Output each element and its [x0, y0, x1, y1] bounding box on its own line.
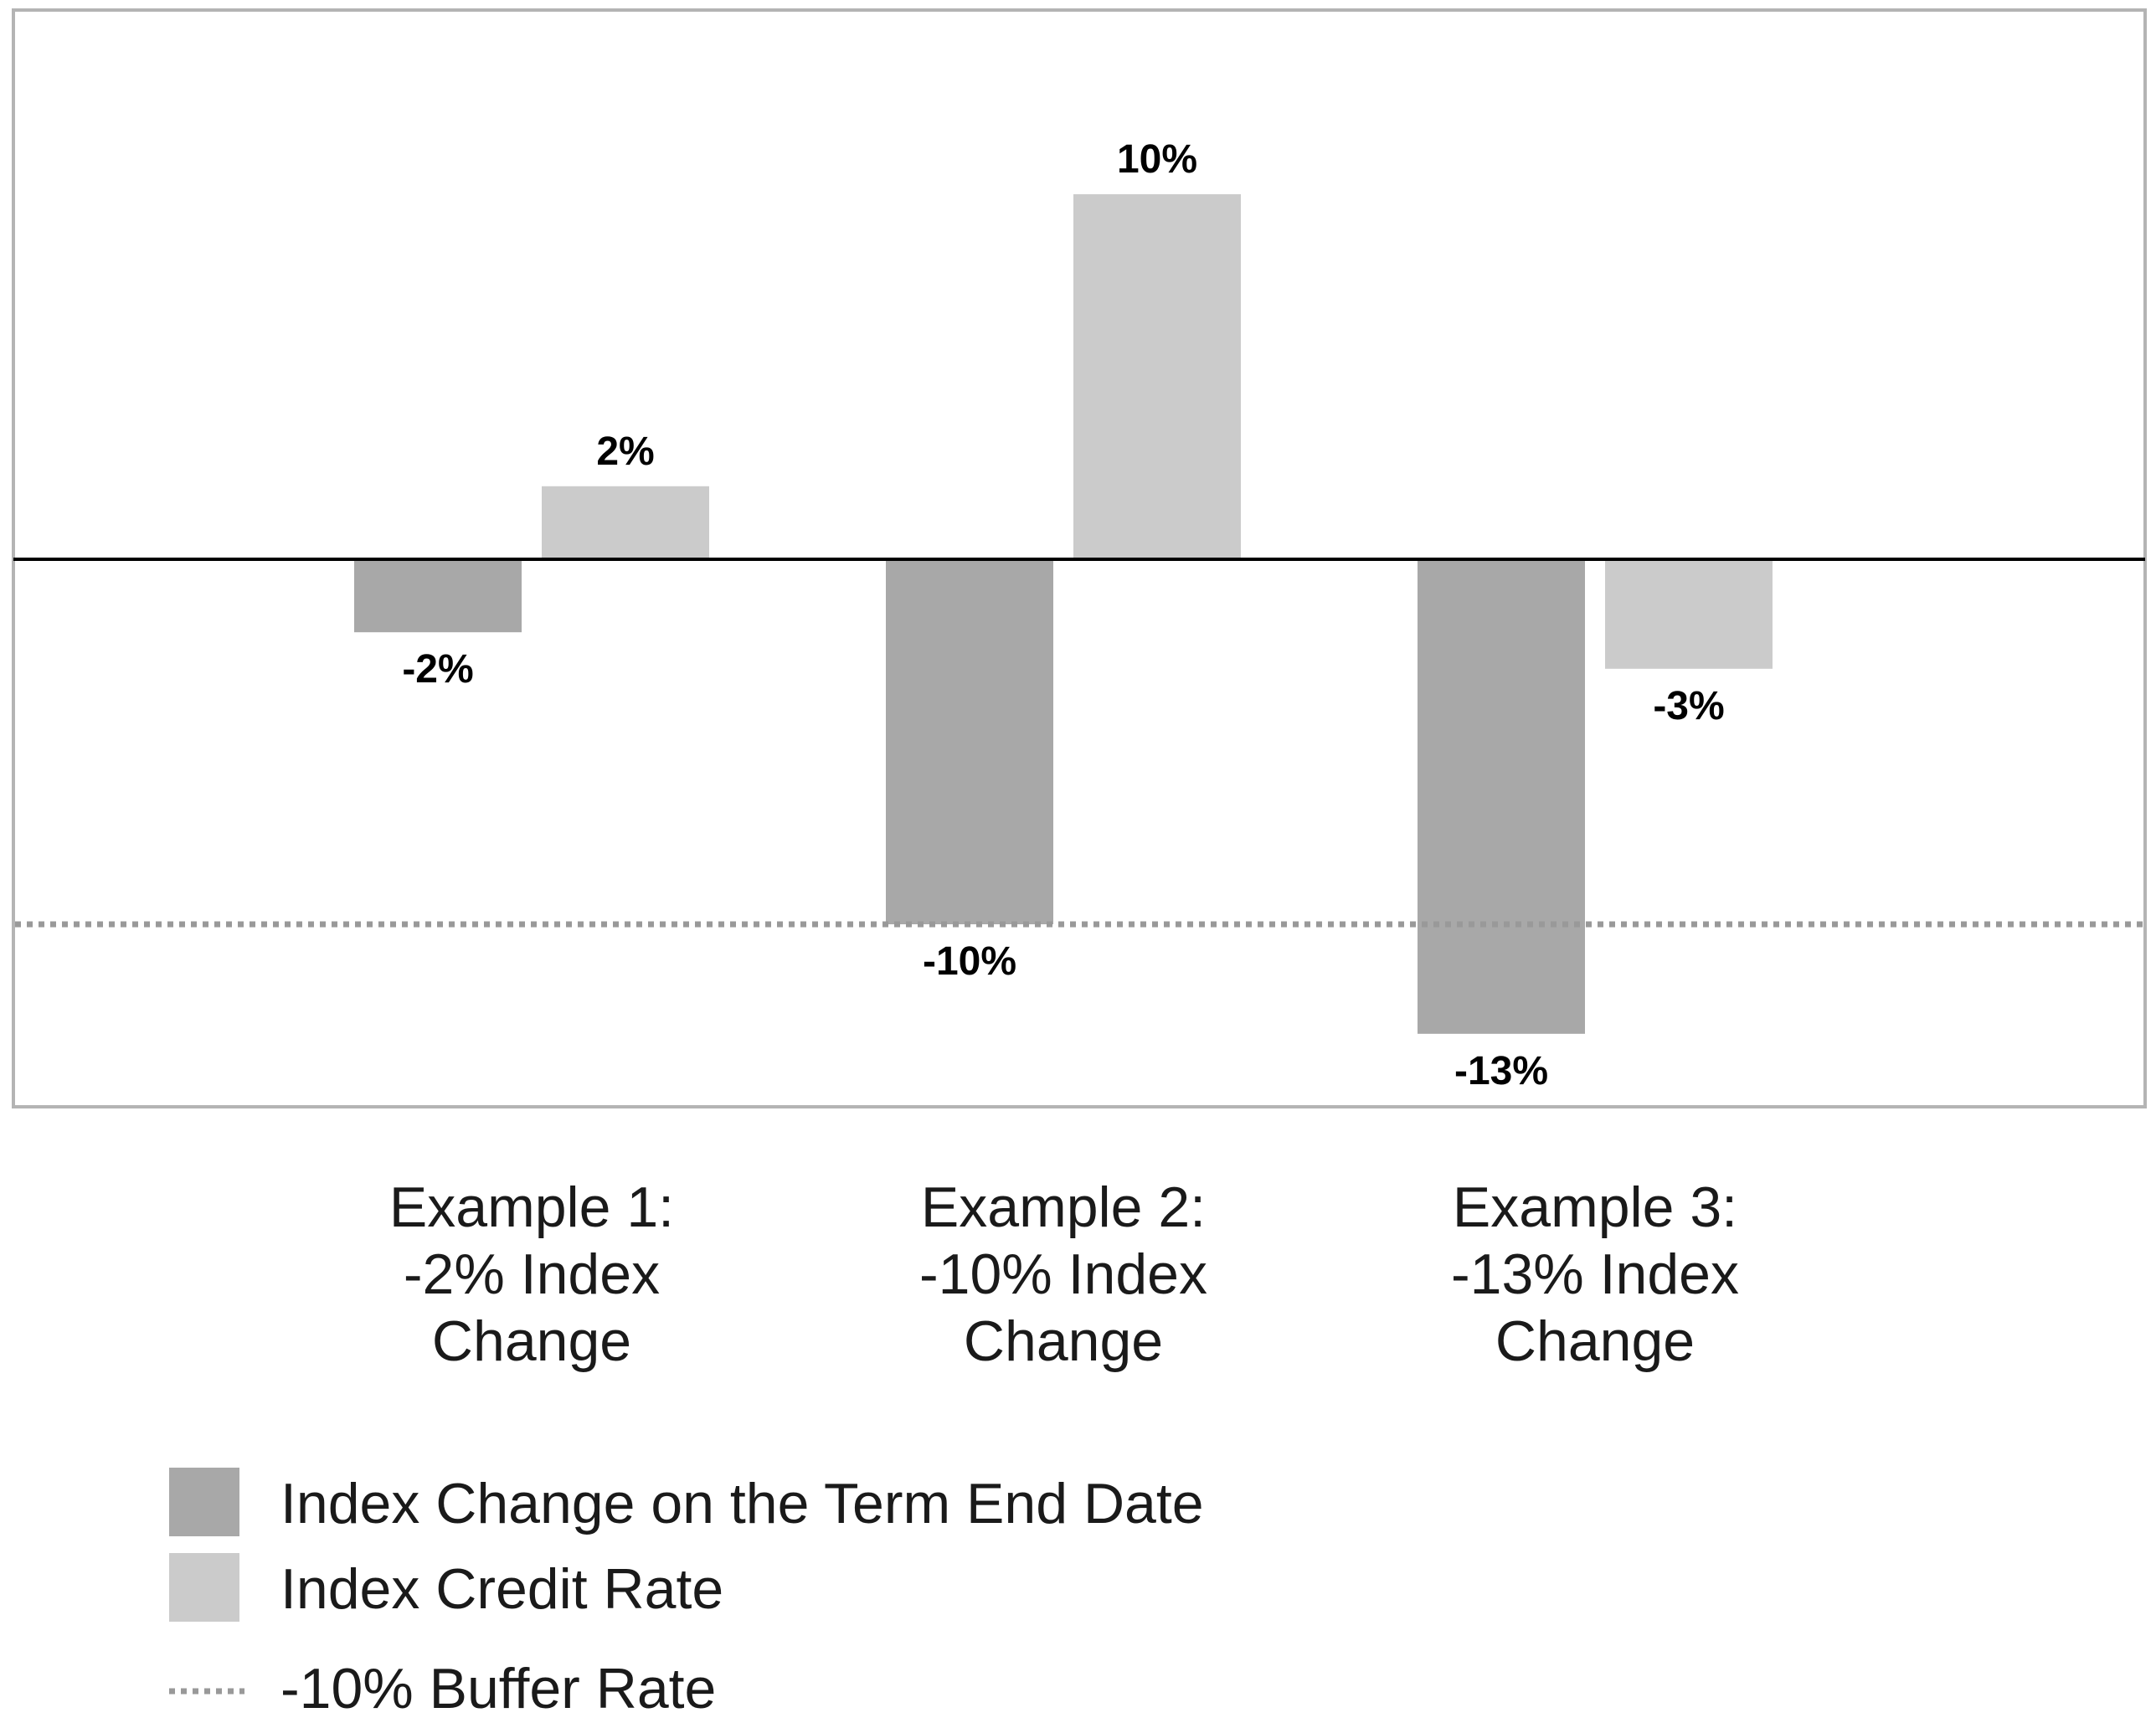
- value-label: -2%: [402, 647, 473, 692]
- category-label: Example 3: -13% Index Change: [1451, 1175, 1739, 1373]
- category-label: Example 1: -2% Index Change: [389, 1175, 674, 1373]
- legend-label: Index Change on the Term End Date: [280, 1472, 1204, 1535]
- legend-swatch-series1: [169, 1468, 239, 1536]
- bar-series2-example1: [542, 486, 709, 559]
- category-labels-layer: Example 1: -2% Index Change Example 2: -10% …: [389, 1175, 1739, 1373]
- category-label: Example 2: -10% Index Change: [919, 1175, 1207, 1373]
- bar-series1-example2: [886, 559, 1053, 924]
- legend: Index Change on the Term End Date Index C…: [169, 1468, 1204, 1720]
- value-label: -3%: [1653, 684, 1724, 728]
- value-label: 10%: [1117, 137, 1197, 182]
- value-label: 2%: [596, 429, 654, 474]
- bar-series1-example3: [1418, 559, 1585, 1034]
- value-label: -13%: [1454, 1049, 1548, 1093]
- legend-label: -10% Buffer Rate: [280, 1657, 716, 1720]
- value-label: -10%: [923, 939, 1016, 984]
- bar-series1-example1: [354, 559, 522, 633]
- value-labels-layer: -2% -10% -13% 2% 10% -3%: [402, 137, 1724, 1093]
- legend-label: Index Credit Rate: [280, 1557, 723, 1621]
- legend-swatch-series2: [169, 1553, 239, 1622]
- bar-series2-example3: [1605, 559, 1773, 669]
- bar-series2-example2: [1073, 194, 1241, 559]
- bars-layer: [354, 194, 1773, 1034]
